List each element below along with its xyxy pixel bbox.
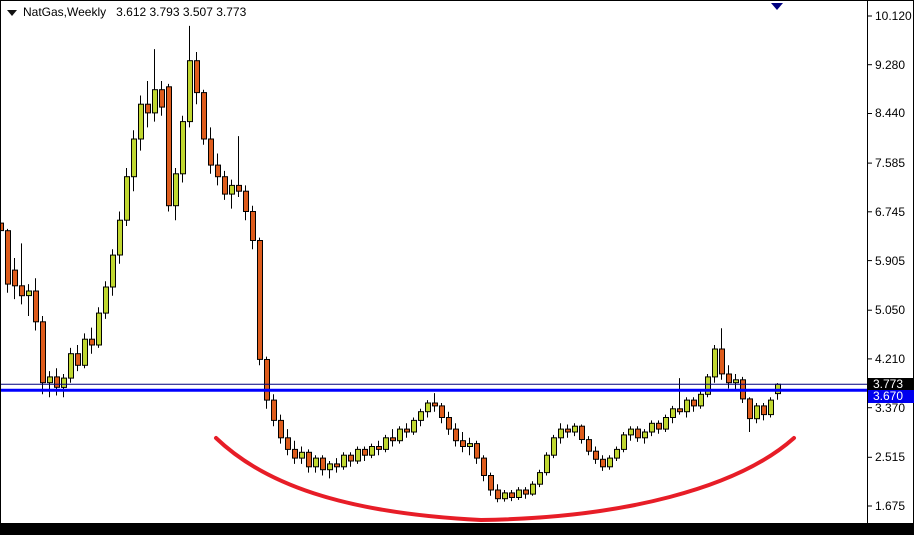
chart-canvas[interactable] bbox=[1, 1, 914, 523]
axis-tick-label: 9.280 bbox=[875, 58, 906, 72]
object-marker-icon bbox=[771, 3, 783, 10]
chart-header: NatGas,Weekly 3.612 3.793 3.507 3.773 bbox=[6, 5, 246, 19]
ohlc-readout: 3.612 3.793 3.507 3.773 bbox=[116, 5, 247, 19]
axis-tick-label: 3.370 bbox=[875, 401, 906, 415]
axis-tick-label: 5.050 bbox=[875, 303, 906, 317]
axis-tick-label: 6.745 bbox=[875, 205, 906, 219]
candlestick-series bbox=[1, 25, 781, 503]
bottom-bar bbox=[1, 523, 914, 535]
axis-tick-label: 1.675 bbox=[875, 499, 906, 513]
saucer-arc[interactable] bbox=[214, 436, 796, 523]
axis-tick-label: 4.210 bbox=[875, 352, 906, 366]
axis-tick-label: 2.515 bbox=[875, 450, 906, 464]
symbol-dropdown-icon bbox=[7, 10, 17, 16]
hline-price-label: 3.670 bbox=[868, 390, 914, 403]
axis-tick-label: 5.905 bbox=[875, 254, 906, 268]
axis-tick-marks bbox=[867, 15, 872, 507]
symbol-title: NatGas,Weekly bbox=[23, 5, 107, 19]
axis-tick-label: 7.585 bbox=[875, 156, 906, 170]
axis-tick-label: 10.120 bbox=[875, 9, 912, 23]
axis-tick-label: 8.440 bbox=[875, 106, 906, 120]
bid-price-label: 3.773 bbox=[868, 378, 914, 391]
